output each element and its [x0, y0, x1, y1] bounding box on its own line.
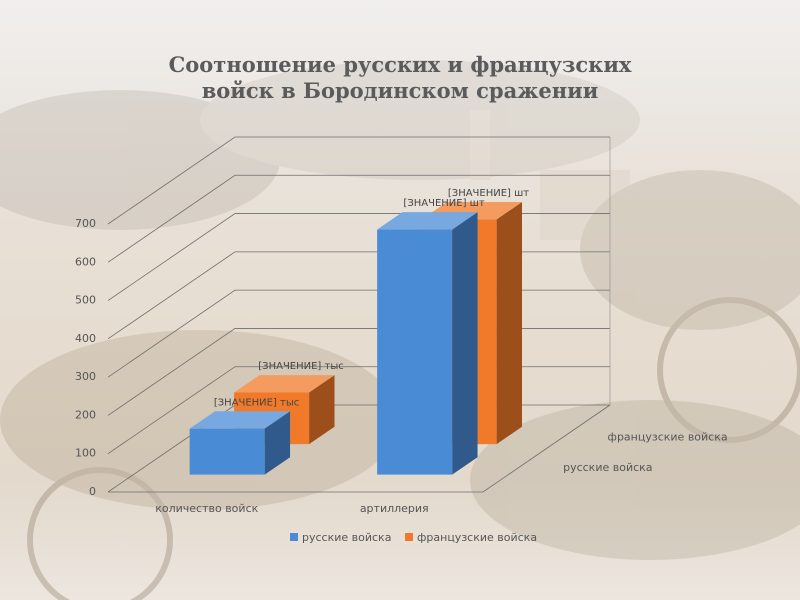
depth-axis-label: русские войска: [563, 461, 652, 474]
bar-top: [189, 411, 291, 429]
bar-side: [309, 375, 335, 445]
bar-top: [234, 375, 335, 393]
y-tick-label: 100: [75, 447, 96, 460]
bar: [377, 229, 453, 475]
floor-edge: [108, 404, 611, 493]
y-tick-label: 200: [75, 408, 96, 421]
y-tick-label: 500: [75, 294, 96, 307]
background-painting: [0, 60, 800, 600]
x-tick-label: количество войск: [155, 502, 258, 515]
bar-side: [264, 411, 291, 475]
grid-line: [107, 136, 610, 225]
value-label: [ЗНАЧЕНИЕ] шт: [448, 188, 529, 199]
value-label: [ЗНАЧЕНИЕ] тыс: [214, 397, 299, 408]
y-tick-label: 400: [75, 332, 96, 345]
bar: [189, 428, 265, 475]
x-tick-label: артиллерия: [360, 502, 429, 515]
legend-label: русские войска: [302, 531, 391, 544]
y-tick-label: 0: [89, 485, 96, 498]
depth-axis-label: французские войска: [608, 430, 728, 443]
chart-title: Соотношение русских и французских войск …: [168, 52, 632, 103]
y-tick-label: 300: [75, 370, 96, 383]
bar-side: [496, 202, 522, 445]
legend-label: французские войска: [417, 531, 537, 544]
y-tick-label: 600: [75, 255, 96, 268]
value-label: [ЗНАЧЕНИЕ] тыс: [258, 361, 343, 372]
bar-side: [452, 212, 478, 475]
bar-top: [377, 212, 478, 230]
y-tick-label: 700: [75, 217, 96, 230]
legend-swatch: [290, 533, 298, 541]
value-label: [ЗНАЧЕНИЕ] шт: [403, 198, 484, 209]
legend-swatch: [405, 533, 413, 541]
grid-line: [107, 174, 610, 263]
